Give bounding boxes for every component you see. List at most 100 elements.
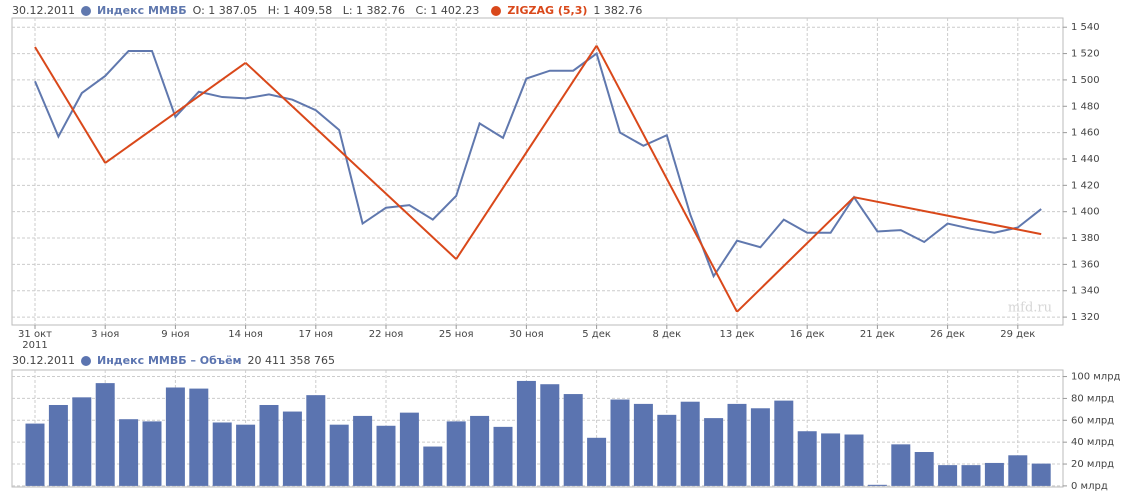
volume-header: 30.12.2011 Индекс ММВБ – Объём 20 411 35… xyxy=(12,354,335,367)
x-tick-label: 13 дек xyxy=(719,329,754,340)
volume-bar xyxy=(72,397,92,486)
volume-bar xyxy=(891,444,911,486)
volume-bar xyxy=(353,415,373,486)
y-tick-label: 1 460 xyxy=(1071,128,1100,139)
y-tick-label: 1 400 xyxy=(1071,207,1100,218)
volume-bar xyxy=(446,421,466,486)
zigzag-segment xyxy=(853,196,1042,236)
volume-bar xyxy=(376,425,396,486)
volume-bar xyxy=(587,437,607,486)
x-tick-label: 21 дек xyxy=(860,329,895,340)
volume-bar xyxy=(610,399,630,486)
x-tick-label: 14 ноя xyxy=(228,329,263,340)
x-tick-label: 26 дек xyxy=(930,329,965,340)
volume-bar xyxy=(961,465,981,486)
x-tick-label: 3 ноя xyxy=(91,329,119,340)
legend-label: Индекс ММВБ – Объём xyxy=(96,354,242,367)
volume-bar xyxy=(867,484,887,486)
y-tick-label: 100 млрд xyxy=(1071,372,1121,383)
zigzag-segment xyxy=(736,196,855,313)
x-tick-label: 30 ноя xyxy=(509,329,544,340)
volume-bar xyxy=(1008,455,1028,486)
x-tick-label: 25 ноя xyxy=(439,329,474,340)
volume-bar xyxy=(48,404,68,486)
volume-bar xyxy=(821,433,841,486)
date: 30.12.2011 xyxy=(12,354,75,367)
volume-bar xyxy=(844,434,864,486)
x-tick-label: 5 дек xyxy=(582,329,611,340)
date: 30.12.2011 xyxy=(12,4,75,17)
volume-bar xyxy=(165,387,185,486)
volume-bar xyxy=(657,414,677,486)
x-tick-label: 16 дек xyxy=(790,329,825,340)
volume-bar xyxy=(493,426,513,486)
volume-bar xyxy=(399,412,419,486)
volume-bar xyxy=(189,388,209,486)
volume-bar xyxy=(423,446,443,486)
volume-bar xyxy=(704,418,724,486)
y-tick-label: 1 380 xyxy=(1071,233,1100,244)
volume-bar xyxy=(470,415,490,486)
price-header: 30.12.2011 Индекс ММВБ O: 1 387.05 H: 1 … xyxy=(12,4,642,17)
volume-bar xyxy=(282,411,302,486)
zigzag-segment xyxy=(34,46,107,164)
volume-bar xyxy=(750,408,770,486)
volume-bar xyxy=(212,422,232,486)
legend-dot xyxy=(80,355,91,366)
x-tick-label: 31 окт xyxy=(18,329,52,340)
volume-bar xyxy=(142,421,162,486)
volume-bar xyxy=(633,403,653,486)
y-tick-label: 20 млрд xyxy=(1071,459,1114,470)
legend-label: Индекс ММВБ xyxy=(96,4,187,17)
x-tick-label: 8 дек xyxy=(652,329,681,340)
volume-bar xyxy=(680,401,700,486)
volume-bar xyxy=(25,423,45,486)
last-value: 1 382.76 xyxy=(593,4,643,17)
y-tick-label: 1 520 xyxy=(1071,49,1100,60)
y-tick-label: 60 млрд xyxy=(1071,415,1114,426)
watermark: mfd.ru xyxy=(1008,301,1052,316)
y-tick-label: 1 420 xyxy=(1071,180,1100,191)
y-tick-label: 1 500 xyxy=(1071,75,1100,86)
zigzag-segment xyxy=(244,62,457,260)
volume-bar xyxy=(938,465,958,486)
volume-bar xyxy=(119,419,139,486)
price-line xyxy=(34,49,1042,279)
y-tick-label: 1 480 xyxy=(1071,101,1100,112)
volume-bar xyxy=(236,424,256,486)
volume-bar xyxy=(306,395,326,486)
volume-bar xyxy=(259,404,279,486)
zigzag-segment xyxy=(595,45,738,313)
volume-bar xyxy=(329,424,349,486)
volume-bar xyxy=(1031,463,1051,486)
x-tick-label: 17 ноя xyxy=(299,329,334,340)
legend-dot xyxy=(80,5,91,16)
x-tick-label: 29 дек xyxy=(1000,329,1035,340)
y-tick-label: 1 360 xyxy=(1071,259,1100,270)
volume-bar xyxy=(914,452,934,486)
ohlc: O: 1 387.05 H: 1 409.58 L: 1 382.76 C: 1… xyxy=(192,4,480,17)
legend-dot xyxy=(491,5,502,16)
volume-bar xyxy=(727,403,747,486)
volume-bar xyxy=(563,394,583,486)
y-tick-label: 1 340 xyxy=(1071,286,1100,297)
volume-bar xyxy=(95,383,115,486)
volume-bar xyxy=(797,431,817,486)
plot-frame xyxy=(11,17,1064,326)
volume-bar xyxy=(540,384,560,486)
total-volume: 20 411 358 765 xyxy=(247,354,336,367)
y-tick-label: 80 млрд xyxy=(1071,393,1114,404)
y-tick-label: 1 320 xyxy=(1071,312,1100,323)
zigzag-segment xyxy=(455,45,598,260)
volume-bar xyxy=(516,380,536,486)
x-tick-label: 22 ноя xyxy=(369,329,404,340)
x-year-label: 2011 xyxy=(22,340,47,351)
volume-bar xyxy=(984,462,1004,486)
plot-frame xyxy=(11,369,1064,488)
legend-label: ZIGZAG (5,3) xyxy=(507,4,588,17)
zigzag-segment xyxy=(104,61,247,164)
y-tick-label: 1 440 xyxy=(1071,154,1100,165)
x-tick-label: 9 ноя xyxy=(161,329,189,340)
